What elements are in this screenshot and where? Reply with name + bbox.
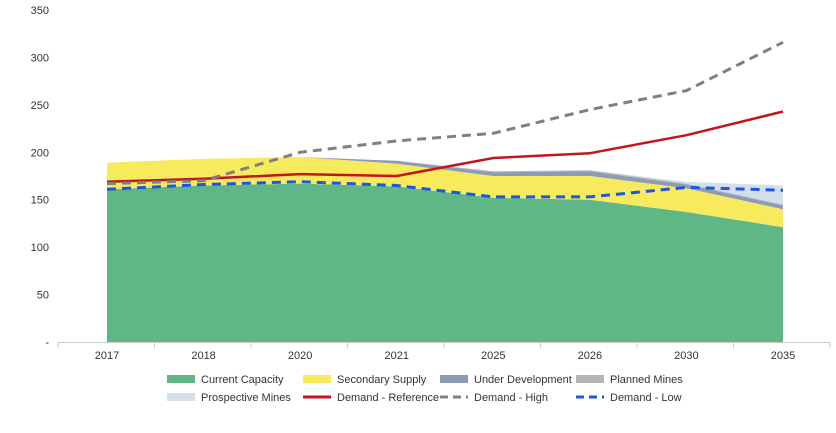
legend-item-prospective-mines: Prospective Mines <box>167 392 291 404</box>
x-tick-label: 2017 <box>95 350 119 362</box>
y-tick-label: 50 <box>37 290 49 302</box>
y-tick-label: 250 <box>31 100 49 112</box>
y-tick-label: 100 <box>31 242 49 254</box>
legend-item-demand-low: Demand - Low <box>576 392 682 404</box>
legend: Current Capacity Secondary Supply Under De… <box>167 374 683 404</box>
legend-label: Demand - Low <box>610 392 682 404</box>
legend-item-demand-high: Demand - High <box>440 392 548 404</box>
x-tick-label: 2035 <box>771 350 795 362</box>
legend-label: Demand - High <box>474 392 548 404</box>
y-tick-label: - <box>45 337 49 349</box>
legend-swatch <box>440 375 468 383</box>
y-tick-label: 200 <box>31 147 49 159</box>
legend-label: Secondary Supply <box>337 374 427 386</box>
x-tick-label: 2021 <box>384 350 408 362</box>
legend-label: Demand - Reference <box>337 392 439 404</box>
legend-swatch <box>303 375 331 383</box>
x-tick-label: 2026 <box>578 350 602 362</box>
legend-swatch <box>576 375 604 383</box>
legend-item-demand-reference: Demand - Reference <box>303 392 439 404</box>
legend-swatch <box>167 375 195 383</box>
legend-label: Under Development <box>474 374 572 386</box>
legend-label: Planned Mines <box>610 374 683 386</box>
x-tick-label: 2020 <box>288 350 312 362</box>
y-tick-label: 300 <box>31 52 49 64</box>
line-layer <box>106 40 784 199</box>
x-tick-label: 2018 <box>191 350 215 362</box>
x-tick-label: 2030 <box>674 350 698 362</box>
legend-item-secondary-supply: Secondary Supply <box>303 374 427 386</box>
axes-layer: 2017 2018 2020 2021 2025 2026 2030 2035 350 300 25… <box>31 5 831 362</box>
line-demand-low <box>106 180 784 199</box>
legend-item-planned-mines: Planned Mines <box>576 374 683 386</box>
y-tick-label: 350 <box>31 5 49 17</box>
legend-item-under-development: Under Development <box>440 374 572 386</box>
legend-item-current-capacity: Current Capacity <box>167 374 284 386</box>
area-layer <box>107 157 783 342</box>
legend-label: Current Capacity <box>201 374 284 386</box>
area-current-capacity <box>107 183 783 342</box>
line-demand-reference <box>106 110 784 183</box>
legend-label: Prospective Mines <box>201 392 291 404</box>
y-tick-label: 150 <box>31 195 49 207</box>
line-demand-high <box>106 40 784 186</box>
legend-swatch <box>167 393 195 401</box>
x-tick-label: 2025 <box>481 350 505 362</box>
